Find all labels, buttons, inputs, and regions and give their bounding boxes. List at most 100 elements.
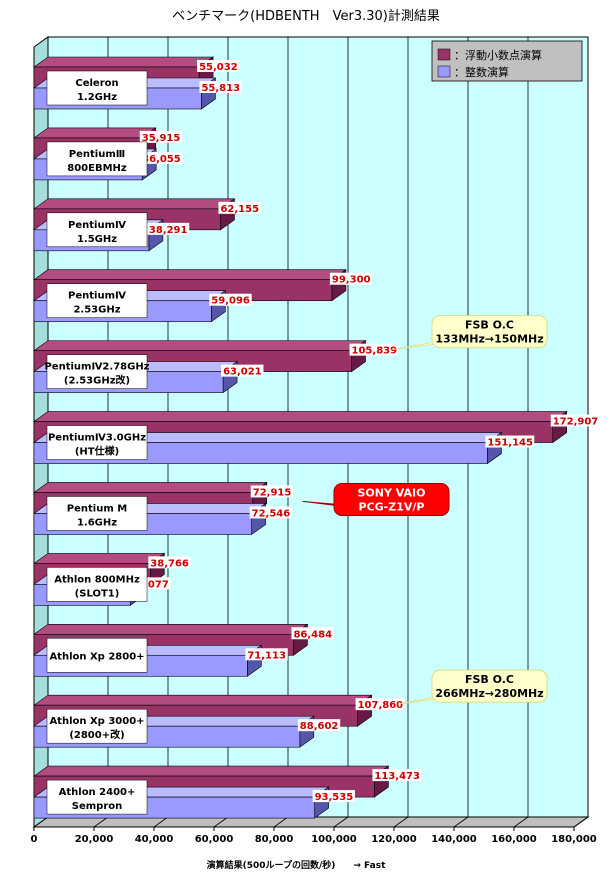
category-label-line2: (SLOT1): [75, 588, 120, 599]
bar-series1-2-top: [33, 198, 236, 210]
category-label-box: [46, 708, 148, 744]
value-label-series1: 62,155: [220, 204, 259, 215]
category-label-line1: Celeron: [75, 78, 118, 89]
bar-series1-3-top: [33, 269, 347, 281]
value-label-series1: 38,766: [150, 558, 189, 569]
value-label-series2: 38,291: [149, 225, 188, 236]
x-axis-label: 演算結果(500ループの回数/秒) → Fast: [207, 859, 386, 871]
x-tick-label: 40,000: [135, 834, 174, 845]
category-label-line2: 1.2GHz: [77, 92, 117, 103]
legend-entry-2: ：整数演算: [454, 65, 509, 79]
category-label-box: [46, 212, 148, 248]
value-label-bg: [312, 790, 356, 803]
bar-series1-7-top: [33, 553, 166, 564]
x-tick-label: 20,000: [75, 834, 114, 845]
category-label-line2: 800EBMHz: [67, 163, 127, 174]
labels-layer: 55,032 55,813 Celeron 1.2GHz 35,915 36,055 Pen…: [44, 60, 600, 815]
category-label-line1: PentiumⅣ3.0GHz: [48, 433, 146, 444]
bar-series1-10-top: [33, 765, 390, 777]
value-label-bg: [485, 435, 535, 448]
x-tick-label: 0: [31, 834, 38, 845]
plot-floor: [32, 816, 590, 828]
gridline-floor: [153, 816, 169, 828]
legend-box: [431, 40, 583, 82]
x-tick-label: 140,000: [431, 834, 477, 845]
x-tick-label: 160,000: [491, 834, 537, 845]
gridline-floor: [93, 816, 109, 828]
value-label-bg: [199, 81, 242, 93]
category-label-line1: Athlon 800MHz: [54, 574, 140, 585]
gridline-floor: [333, 816, 349, 828]
category-label-box: [46, 779, 148, 815]
value-label-series1: 86,484: [293, 629, 332, 640]
category-label-box: [46, 283, 148, 318]
value-label-series1: 172,907: [553, 417, 599, 428]
gridline-floor: [213, 816, 229, 828]
callout-line2: PCG-Z1V/P: [359, 500, 425, 513]
value-label-bg: [372, 769, 422, 782]
value-label-bg: [291, 627, 334, 640]
category-label-box: [46, 141, 148, 177]
category-label-line1: Athlon Xp 2800+: [49, 651, 144, 662]
callout-line2: 133MHz→150MHz: [435, 333, 543, 346]
category-label-line1: Athlon 2400+: [59, 787, 136, 798]
value-label-series1: 113,473: [374, 771, 420, 782]
callout-line2: 266MHz→280MHz: [435, 687, 543, 700]
callout-box-3: [431, 669, 548, 703]
value-label-bg: [218, 201, 261, 214]
category-label-box: [46, 354, 148, 389]
category-label-line2: 1.6GHz: [77, 517, 117, 528]
value-label-bg: [197, 60, 240, 72]
chart-title: ベンチマーク(HDBENTH Ver3.30)計測結果: [172, 8, 440, 24]
value-label-bg: [329, 272, 373, 285]
legend-entry-1: ：浮動小数点演算: [454, 48, 542, 62]
value-label-bg: [209, 293, 252, 306]
value-label-bg: [146, 222, 190, 235]
value-label-series2: 59,096: [211, 296, 250, 307]
value-label-series2: 93,535: [315, 792, 354, 803]
value-label-bg: [221, 364, 264, 377]
x-tick-label: 180,000: [551, 834, 597, 845]
category-label-line1: Pentium M: [67, 503, 127, 514]
bar-series1-1-top: [33, 127, 157, 139]
bar-series1-9-top: [33, 694, 373, 706]
value-label-series1: 105,839: [352, 346, 398, 357]
category-label-line1: Athlon Xp 3000+: [49, 716, 144, 727]
callout-line1: SONY VAIO: [358, 486, 426, 499]
category-label-box: [46, 496, 148, 531]
callout-box-2: [333, 482, 450, 516]
bar-series1-4-top: [33, 340, 367, 351]
value-label-series2: 151,145: [487, 438, 533, 449]
value-label-bg: [355, 698, 405, 711]
category-label-line1: PentiumⅣ2.78GHz: [44, 362, 149, 373]
x-tick-label: 80,000: [255, 834, 294, 845]
value-label-bg: [550, 414, 600, 427]
gridline-floor: [513, 816, 529, 828]
bar-series1-0-top: [33, 56, 215, 68]
value-label-bg: [349, 343, 399, 356]
value-label-series1: 72,915: [253, 487, 292, 498]
value-label-series1: 35,915: [142, 133, 181, 144]
gridline-floor: [393, 816, 409, 828]
value-label-bg: [245, 648, 288, 661]
category-label-line1: PentiumⅣ: [68, 220, 126, 231]
value-label-series1: 107,860: [358, 700, 404, 711]
category-label-box: [46, 638, 148, 673]
bar-series1-8-top: [33, 623, 309, 635]
value-label-bg: [140, 151, 183, 164]
category-label-line1: PentiumⅣ: [68, 291, 126, 302]
category-label-line2: (HT仕様): [75, 445, 119, 458]
category-label-line2: (2800+改): [69, 728, 124, 741]
value-label-bg: [148, 556, 191, 569]
bar-series2-5: [33, 431, 503, 465]
value-label-bg: [249, 506, 293, 519]
x-tick-label: 120,000: [371, 834, 417, 845]
value-label-bg: [139, 130, 183, 143]
gridline-floor: [453, 816, 469, 828]
category-label-line2: (2.53GHz改): [64, 374, 130, 387]
legend: ：浮動小数点演算 ：整数演算: [431, 40, 583, 82]
category-label-box: [46, 425, 148, 460]
value-label-series2: 72,546: [252, 508, 291, 519]
